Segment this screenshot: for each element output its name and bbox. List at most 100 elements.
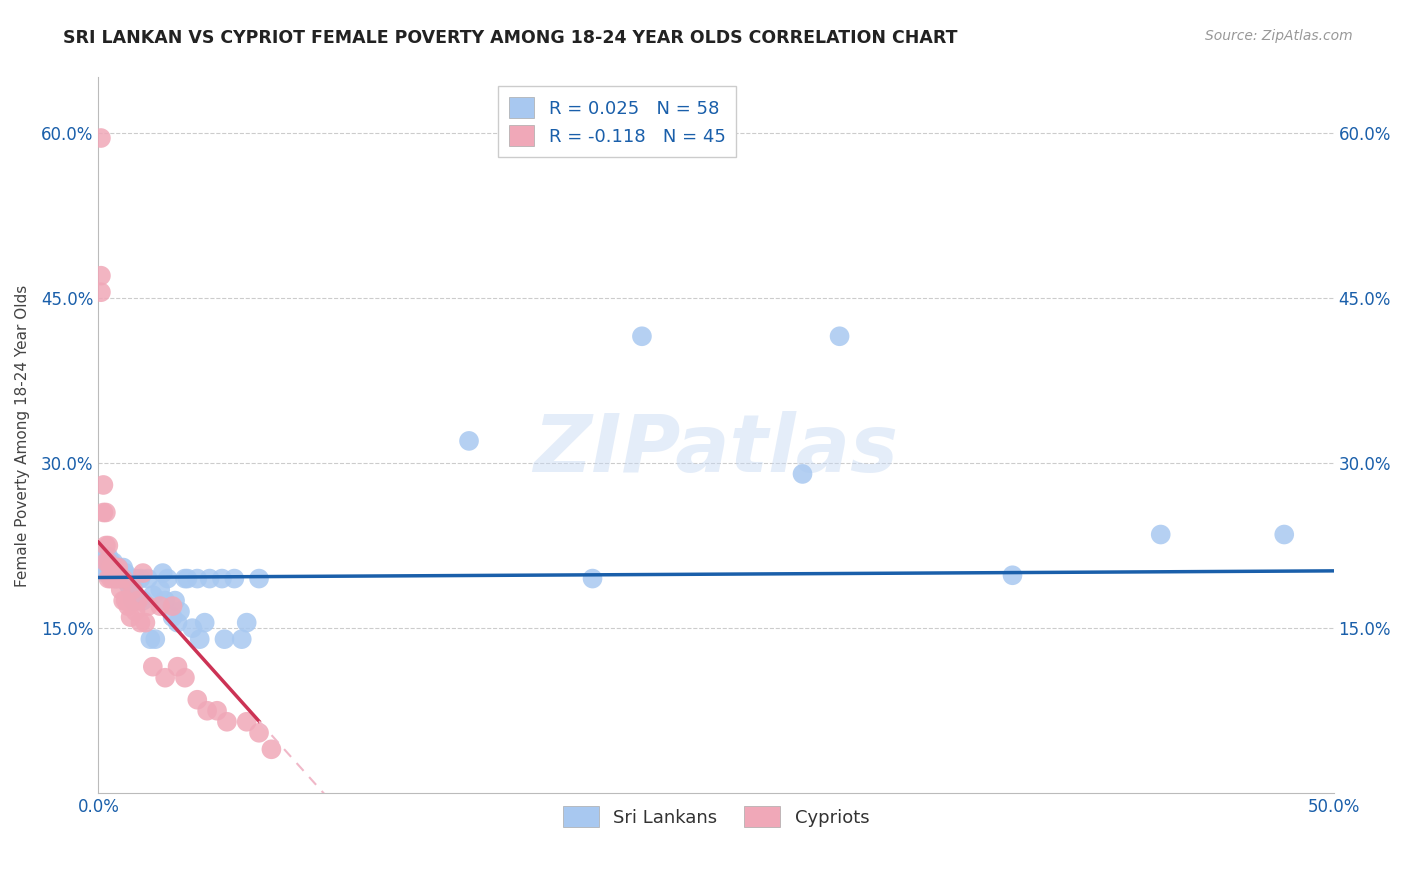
Point: [176, 572, 198, 586]
Point: [186, 572, 208, 586]
Point: [122, 582, 145, 597]
Legend: Sri Lankans, Cypriots: Sri Lankans, Cypriots: [555, 799, 877, 834]
Point: [117, 599, 139, 613]
Point: [153, 593, 176, 607]
Point: [97, 539, 120, 553]
Point: [458, 434, 481, 448]
Point: [93, 560, 115, 574]
Point: [165, 593, 187, 607]
Point: [129, 572, 152, 586]
Point: [104, 560, 127, 574]
Point: [129, 615, 152, 630]
Point: [97, 572, 120, 586]
Point: [103, 566, 125, 580]
Point: [112, 593, 135, 607]
Point: [122, 593, 145, 607]
Point: [107, 560, 129, 574]
Point: [94, 539, 117, 553]
Point: [100, 566, 122, 580]
Point: [235, 714, 257, 729]
Point: [142, 588, 165, 602]
Point: [94, 506, 117, 520]
Point: [174, 572, 197, 586]
Point: [132, 566, 155, 580]
Point: [162, 599, 184, 613]
Point: [94, 555, 117, 569]
Point: [127, 593, 149, 607]
Point: [107, 560, 129, 574]
Point: [94, 566, 117, 580]
Point: [90, 560, 112, 574]
Point: [132, 593, 155, 607]
Point: [224, 572, 246, 586]
Point: [100, 555, 122, 569]
Point: [198, 572, 221, 586]
Point: [112, 572, 135, 586]
Point: [214, 632, 236, 647]
Point: [215, 714, 238, 729]
Point: [110, 572, 132, 586]
Point: [231, 632, 253, 647]
Point: [104, 572, 127, 586]
Point: [134, 615, 156, 630]
Point: [117, 577, 139, 591]
Point: [247, 572, 270, 586]
Point: [103, 560, 125, 574]
Point: [149, 582, 172, 597]
Point: [1150, 527, 1173, 541]
Point: [156, 572, 179, 586]
Point: [136, 572, 159, 586]
Point: [114, 566, 136, 580]
Point: [828, 329, 851, 343]
Point: [166, 659, 188, 673]
Point: [194, 615, 217, 630]
Point: [581, 572, 603, 586]
Point: [110, 566, 132, 580]
Point: [110, 582, 132, 597]
Point: [93, 549, 115, 564]
Point: [112, 560, 135, 574]
Point: [114, 593, 136, 607]
Point: [152, 566, 174, 580]
Point: [139, 632, 162, 647]
Point: [205, 704, 228, 718]
Point: [186, 692, 208, 706]
Point: [166, 615, 188, 630]
Point: [93, 506, 115, 520]
Point: [247, 725, 270, 739]
Point: [211, 572, 233, 586]
Point: [124, 572, 146, 586]
Point: [127, 593, 149, 607]
Point: [174, 671, 197, 685]
Point: [112, 572, 135, 586]
Point: [124, 605, 146, 619]
Point: [97, 555, 120, 569]
Point: [97, 566, 120, 580]
Point: [153, 671, 176, 685]
Point: [104, 572, 127, 586]
Point: [631, 329, 654, 343]
Point: [107, 572, 129, 586]
Text: SRI LANKAN VS CYPRIOT FEMALE POVERTY AMONG 18-24 YEAR OLDS CORRELATION CHART: SRI LANKAN VS CYPRIOT FEMALE POVERTY AMO…: [63, 29, 957, 46]
Point: [181, 621, 204, 635]
Point: [100, 572, 122, 586]
Point: [188, 632, 211, 647]
Point: [162, 610, 184, 624]
Text: Source: ZipAtlas.com: Source: ZipAtlas.com: [1205, 29, 1353, 43]
Point: [143, 632, 166, 647]
Point: [792, 467, 814, 481]
Point: [93, 478, 115, 492]
Text: ZIPatlas: ZIPatlas: [533, 410, 898, 489]
Point: [1272, 527, 1295, 541]
Point: [94, 555, 117, 569]
Point: [1001, 568, 1024, 582]
Y-axis label: Female Poverty Among 18-24 Year Olds: Female Poverty Among 18-24 Year Olds: [15, 285, 30, 587]
Point: [90, 285, 112, 300]
Point: [120, 582, 142, 597]
Point: [100, 560, 122, 574]
Point: [235, 615, 257, 630]
Point: [90, 131, 112, 145]
Point: [169, 605, 191, 619]
Point: [97, 549, 120, 564]
Point: [149, 599, 172, 613]
